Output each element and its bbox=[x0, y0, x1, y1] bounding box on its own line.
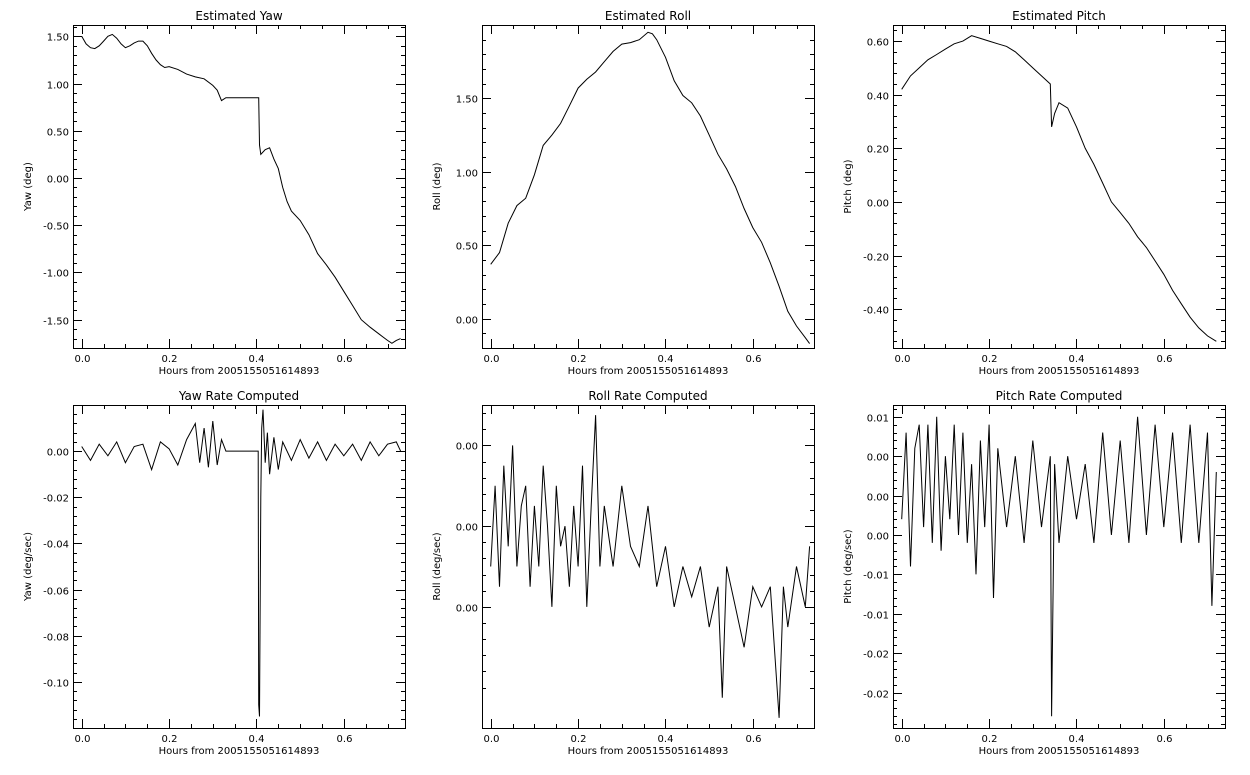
y-tick-label: 1.00 bbox=[47, 81, 69, 92]
chart-title: Estimated Pitch bbox=[1012, 9, 1106, 23]
chart-title: Pitch Rate Computed bbox=[996, 389, 1123, 403]
y-tick-label: 0.00 bbox=[456, 523, 478, 534]
y-tick-label: 0.00 bbox=[867, 532, 889, 543]
x-tick-label: 0.6 bbox=[1157, 354, 1173, 365]
y-tick-label: -0.02 bbox=[863, 690, 889, 701]
x-tick-label: 0.4 bbox=[658, 354, 674, 365]
x-tick-label: 0.4 bbox=[658, 734, 674, 745]
x-axis-label: Hours from 2005155051614893 bbox=[568, 746, 729, 757]
x-tick-label: 0.6 bbox=[337, 734, 353, 745]
x-tick-label: 0.6 bbox=[746, 354, 762, 365]
x-tick-label: 0.2 bbox=[982, 354, 998, 365]
plot-frame bbox=[893, 25, 1226, 349]
chart-title: Estimated Roll bbox=[605, 9, 691, 23]
chart-panel: Estimated Pitch 0.0 0.2 0.4 0.6 0.60 0.40 0.20 0… bbox=[843, 9, 1226, 377]
y-tick-label: -0.06 bbox=[43, 587, 69, 598]
x-tick-label: 0.0 bbox=[895, 354, 911, 365]
x-tick-label: 0.4 bbox=[1069, 354, 1085, 365]
x-tick-label: 0.0 bbox=[75, 354, 91, 365]
y-axis-label: Yaw (deg/sec) bbox=[23, 532, 34, 602]
y-tick-label: 0.00 bbox=[456, 604, 478, 615]
y-tick-label: -0.50 bbox=[43, 222, 69, 233]
x-tick-label: 0.6 bbox=[337, 354, 353, 365]
plot-frame bbox=[482, 405, 815, 729]
chart-panel: Estimated Yaw 0.0 0.2 0.4 0.6 1.50 1.00 0.50 0.0… bbox=[23, 9, 406, 377]
chart-panel: Pitch Rate Computed 0.0 0.2 0.4 0.6 0.01 0.00 0… bbox=[843, 389, 1226, 757]
y-tick-label: -0.10 bbox=[43, 679, 69, 690]
plot-frame bbox=[893, 405, 1226, 729]
y-axis-label: Yaw (deg) bbox=[23, 162, 34, 212]
y-axis-label: Roll (deg/sec) bbox=[432, 532, 443, 600]
y-tick-label: 0.01 bbox=[867, 414, 889, 425]
chart-title: Estimated Yaw bbox=[195, 9, 282, 23]
y-tick-label: 1.50 bbox=[456, 95, 478, 106]
y-tick-label: 0.00 bbox=[456, 316, 478, 327]
x-tick-label: 0.2 bbox=[571, 354, 587, 365]
chart-panel: Yaw Rate Computed 0.0 0.2 0.4 0.6 0.00 -0.02 -0… bbox=[23, 389, 406, 757]
x-tick-label: 0.0 bbox=[895, 734, 911, 745]
chart-panel: Estimated Roll 0.0 0.2 0.4 0.6 1.50 1.00 0.50 0.… bbox=[432, 9, 815, 377]
plot-frame bbox=[482, 25, 815, 349]
y-tick-label: -0.01 bbox=[863, 611, 889, 622]
x-axis-label: Hours from 2005155051614893 bbox=[568, 366, 729, 377]
chart-title: Roll Rate Computed bbox=[588, 389, 707, 403]
data-line bbox=[490, 415, 811, 718]
plot-frame bbox=[73, 25, 406, 349]
x-tick-label: 0.4 bbox=[249, 354, 265, 365]
y-tick-label: -0.01 bbox=[863, 571, 889, 582]
y-axis-label: Pitch (deg) bbox=[843, 159, 854, 213]
x-axis-label: Hours from 2005155051614893 bbox=[159, 366, 320, 377]
data-line bbox=[490, 31, 811, 344]
x-tick-label: 0.2 bbox=[162, 734, 178, 745]
x-tick-label: 0.0 bbox=[484, 354, 500, 365]
x-tick-label: 0.2 bbox=[982, 734, 998, 745]
x-axis-label: Hours from 2005155051614893 bbox=[979, 746, 1140, 757]
data-line bbox=[81, 409, 402, 717]
y-tick-label: -1.50 bbox=[43, 317, 69, 328]
y-tick-label: 1.00 bbox=[456, 169, 478, 180]
x-tick-label: 0.4 bbox=[1069, 734, 1085, 745]
y-tick-label: 0.00 bbox=[456, 442, 478, 453]
y-tick-label: 0.00 bbox=[47, 175, 69, 186]
y-tick-label: -0.02 bbox=[863, 650, 889, 661]
y-tick-label: 1.50 bbox=[47, 33, 69, 44]
y-tick-label: 0.00 bbox=[867, 199, 889, 210]
x-tick-label: 0.6 bbox=[1157, 734, 1173, 745]
plot-frame bbox=[73, 405, 406, 729]
data-line bbox=[901, 416, 1217, 717]
y-tick-label: -0.04 bbox=[43, 540, 69, 551]
y-tick-label: 0.60 bbox=[867, 38, 889, 49]
y-tick-label: -0.20 bbox=[863, 253, 889, 264]
y-tick-label: 0.50 bbox=[456, 242, 478, 253]
x-tick-label: 0.2 bbox=[162, 354, 178, 365]
x-axis-label: Hours from 2005155051614893 bbox=[159, 746, 320, 757]
data-line bbox=[81, 33, 401, 344]
x-axis-label: Hours from 2005155051614893 bbox=[979, 366, 1140, 377]
y-tick-label: 0.00 bbox=[47, 448, 69, 459]
y-tick-label: 0.40 bbox=[867, 92, 889, 103]
data-line bbox=[901, 35, 1217, 342]
y-tick-label: 0.20 bbox=[867, 145, 889, 156]
x-tick-label: 0.4 bbox=[249, 734, 265, 745]
y-tick-label: -0.08 bbox=[43, 633, 69, 644]
y-tick-label: -1.00 bbox=[43, 269, 69, 280]
y-tick-label: 0.00 bbox=[867, 493, 889, 504]
y-tick-label: 0.50 bbox=[47, 128, 69, 139]
chart-title: Yaw Rate Computed bbox=[178, 389, 299, 403]
y-tick-label: 0.00 bbox=[867, 453, 889, 464]
x-tick-label: 0.0 bbox=[75, 734, 91, 745]
x-tick-label: 0.2 bbox=[571, 734, 587, 745]
y-axis-label: Roll (deg) bbox=[432, 162, 443, 210]
y-tick-label: -0.40 bbox=[863, 306, 889, 317]
chart-panel: Roll Rate Computed 0.0 0.2 0.4 0.6 0.00 0.00 0.… bbox=[432, 389, 815, 757]
y-tick-label: -0.02 bbox=[43, 494, 69, 505]
x-tick-label: 0.0 bbox=[484, 734, 500, 745]
x-tick-label: 0.6 bbox=[746, 734, 762, 745]
y-axis-label: Pitch (deg/sec) bbox=[843, 529, 854, 604]
